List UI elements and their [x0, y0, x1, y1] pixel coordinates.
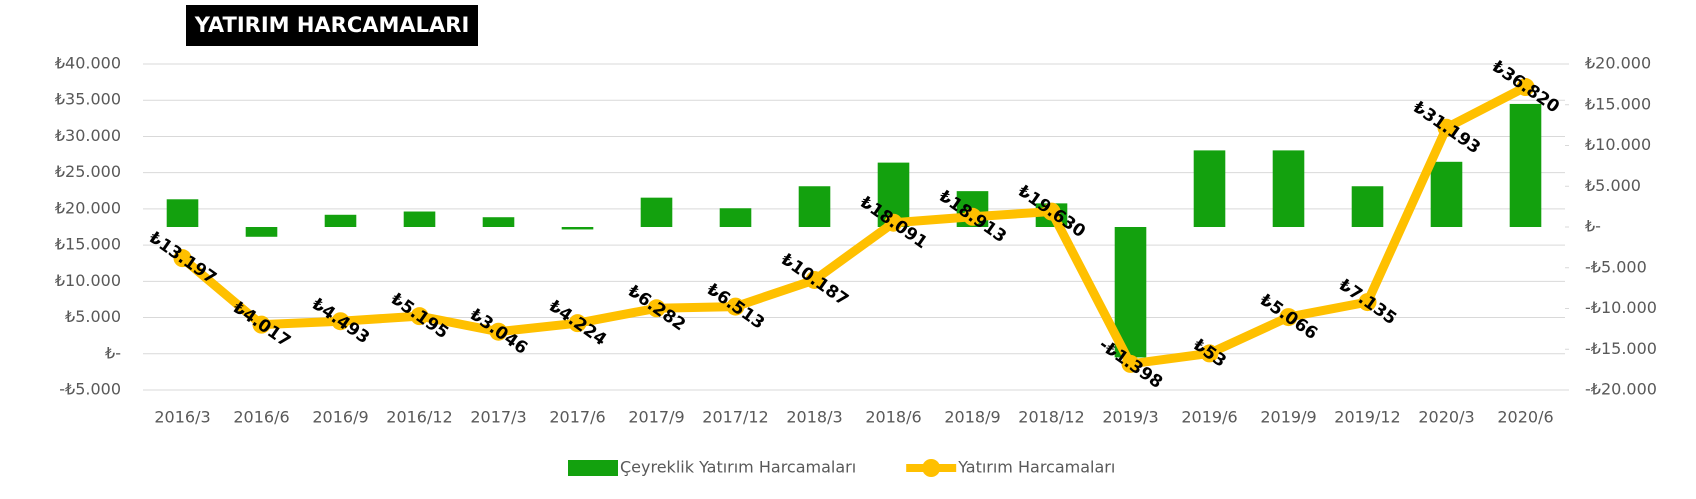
line — [179, 83, 1528, 369]
marker — [1516, 78, 1535, 97]
x-tick-label: 2016/12 — [386, 408, 452, 427]
marker — [1437, 118, 1456, 137]
x-tick-label: 2016/9 — [312, 408, 368, 427]
data-label: ₺53 — [1189, 335, 1230, 372]
marker — [1200, 344, 1219, 363]
title-box — [186, 5, 478, 46]
marker — [1358, 293, 1377, 312]
data-label: ₺31.193 — [1409, 97, 1484, 158]
y2-tick-label: -₺15.000 — [1585, 339, 1657, 358]
y-tick-label: ₺20.000 — [55, 198, 121, 217]
marker — [173, 249, 192, 268]
marker — [568, 314, 587, 333]
bar — [1509, 103, 1542, 227]
marker — [489, 322, 508, 341]
y2-tick-label: -₺5.000 — [1585, 257, 1647, 276]
legend-swatch — [922, 459, 941, 477]
legend-swatch — [568, 460, 618, 476]
y2-tick-label: ₺- — [1585, 217, 1601, 236]
x-tick-label: 2019/12 — [1334, 408, 1400, 427]
x-tick-label: 2016/6 — [233, 408, 289, 427]
marker — [805, 270, 824, 289]
y2-tick-label: -₺10.000 — [1585, 298, 1657, 317]
x-tick-label: 2019/9 — [1260, 408, 1316, 427]
marker — [1042, 202, 1061, 221]
x-tick-label: 2017/6 — [549, 408, 605, 427]
x-tick-label: 2020/3 — [1418, 408, 1474, 427]
y-tick-label: ₺10.000 — [55, 271, 121, 290]
x-tick-label: 2017/9 — [628, 408, 684, 427]
marker — [252, 315, 271, 334]
x-tick-label: 2018/3 — [786, 408, 842, 427]
bar — [1351, 186, 1384, 227]
y2-tick-label: -₺20.000 — [1585, 380, 1657, 399]
x-tick-label: 2020/6 — [1497, 408, 1553, 427]
bar — [798, 186, 831, 227]
bar — [1272, 150, 1305, 227]
y-tick-label: -₺5.000 — [59, 380, 121, 399]
marker — [331, 312, 350, 331]
marker — [410, 307, 429, 326]
bar — [1193, 150, 1226, 227]
marker — [647, 299, 666, 318]
bar — [245, 227, 278, 237]
y2-tick-label: ₺10.000 — [1585, 135, 1651, 154]
legend-label: Çeyreklik Yatırım Harcamaları — [620, 458, 856, 477]
chart-title: YATIRIM HARCAMALARI — [194, 13, 470, 37]
x-tick-label: 2018/9 — [944, 408, 1000, 427]
x-tick-label: 2017/12 — [702, 408, 768, 427]
y-tick-label: ₺5.000 — [65, 307, 121, 326]
y-tick-label: ₺30.000 — [55, 126, 121, 145]
y-tick-label: ₺25.000 — [55, 162, 121, 181]
x-tick-label: 2018/6 — [865, 408, 921, 427]
y2-tick-label: ₺20.000 — [1585, 54, 1651, 73]
x-tick-label: 2019/3 — [1102, 408, 1158, 427]
bar — [1430, 161, 1463, 227]
marker — [726, 297, 745, 316]
bar — [166, 199, 199, 227]
bar — [561, 227, 594, 230]
y-tick-label: ₺15.000 — [55, 235, 121, 254]
bar — [324, 214, 357, 227]
x-tick-label: 2016/3 — [154, 408, 210, 427]
x-tick-label: 2018/12 — [1018, 408, 1084, 427]
y2-tick-label: ₺5.000 — [1585, 176, 1641, 195]
marker — [1279, 308, 1298, 327]
legend-label: Yatırım Harcamaları — [957, 458, 1115, 477]
x-tick-label: 2017/3 — [470, 408, 526, 427]
marker — [963, 207, 982, 226]
y-tick-label: ₺- — [105, 343, 121, 362]
bar — [482, 217, 515, 227]
y-tick-label: ₺35.000 — [55, 90, 121, 109]
marker — [1121, 354, 1140, 373]
bar — [719, 208, 752, 227]
bar — [403, 211, 436, 227]
x-tick-label: 2019/6 — [1181, 408, 1237, 427]
y-tick-label: ₺40.000 — [55, 54, 121, 73]
bar — [640, 197, 673, 227]
data-label: ₺13.197 — [145, 228, 220, 289]
y2-tick-label: ₺15.000 — [1585, 94, 1651, 113]
marker — [884, 213, 903, 232]
